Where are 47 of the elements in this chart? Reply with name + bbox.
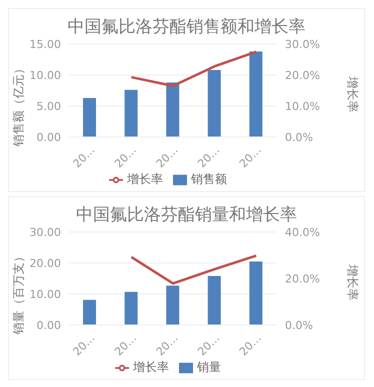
y-axis-title: 销售额（亿元） xyxy=(10,62,26,146)
bar xyxy=(249,261,262,325)
bar xyxy=(208,276,221,325)
y2-tick-label: 20.0% xyxy=(285,272,320,286)
y-tick-label: 10.00 xyxy=(30,288,61,301)
bar xyxy=(166,286,180,325)
x-tick-label: 20… xyxy=(112,143,140,170)
legend-label: 增长率 xyxy=(127,172,163,186)
bar xyxy=(249,51,262,137)
x-tick-label: 20… xyxy=(195,143,222,170)
y2-tick-label: 0.0% xyxy=(285,130,313,144)
y-tick-label: 30.00 xyxy=(30,226,61,239)
y2-tick-label: 10.0% xyxy=(285,100,320,113)
y2-axis-title: 增长率 xyxy=(344,76,360,112)
x-tick-label: 20… xyxy=(154,331,181,358)
y2-axis-title: 增长率 xyxy=(344,264,360,300)
bar xyxy=(124,90,138,137)
x-tick-label: 20… xyxy=(112,331,140,358)
y-tick-label: 20.00 xyxy=(30,256,61,270)
line-series xyxy=(130,254,258,285)
line-series xyxy=(130,50,258,88)
bar xyxy=(83,98,96,137)
x-tick-label: 20… xyxy=(70,143,98,170)
y-tick-label: 10.00 xyxy=(30,68,61,82)
y-axis-title: 销量（百万支） xyxy=(10,250,26,334)
x-tick-label: 20… xyxy=(236,331,264,358)
x-tick-label: 20… xyxy=(154,143,181,170)
y2-tick-label: 20.0% xyxy=(285,68,320,82)
chart-title: 中国氟比洛芬酯销售额和增长率 xyxy=(66,16,306,38)
legend-label: 销量 xyxy=(197,360,221,374)
bar xyxy=(208,70,221,137)
legend-label: 增长率 xyxy=(133,360,169,374)
y2-tick-label: 0.0% xyxy=(285,318,313,332)
y2-tick-label: 40.0% xyxy=(285,226,320,239)
y-tick-label: 15.00 xyxy=(30,38,61,51)
bar xyxy=(124,292,138,325)
y-tick-label: 5.00 xyxy=(36,100,61,113)
x-tick-label: 20… xyxy=(236,143,264,170)
y-tick-label: 0.00 xyxy=(36,130,61,144)
x-tick-label: 20… xyxy=(70,331,98,358)
bar xyxy=(166,82,180,137)
legend-label: 销售额 xyxy=(191,172,227,186)
y-tick-label: 0.00 xyxy=(36,318,61,332)
x-tick-label: 20… xyxy=(195,331,222,358)
bar xyxy=(83,300,96,325)
y2-tick-label: 30.0% xyxy=(285,38,320,51)
chart-title: 中国氟比洛芬酯销量和增长率 xyxy=(75,204,298,226)
